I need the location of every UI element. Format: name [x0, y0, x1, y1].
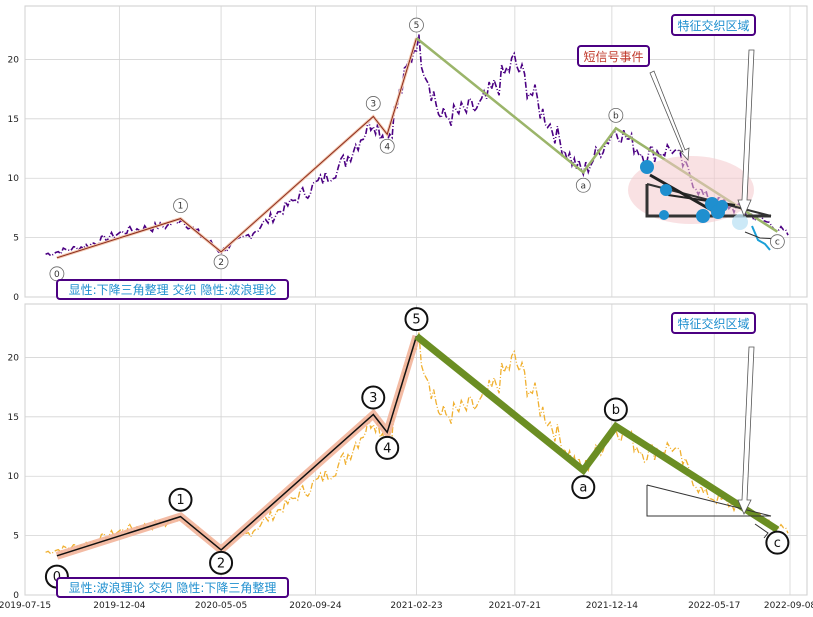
x-tick-label: 2021-12-14 [586, 601, 639, 611]
bottom-wave-label-1: 1 [176, 493, 184, 508]
x-tick-label: 2021-02-23 [390, 601, 442, 611]
top-impulse-wave [56, 37, 417, 259]
bottom-wave-label-3: 3 [369, 391, 377, 406]
bottom-wave-marker [168, 487, 193, 512]
signal-label: 短信号事件 [583, 50, 643, 64]
top-wave-marker [409, 17, 424, 33]
top-wave-label-2: 2 [218, 258, 224, 268]
top-wave-label-a: a [581, 181, 587, 191]
x-tick-label: 2019-12-04 [93, 601, 146, 611]
bottom-wave-marker [765, 530, 790, 555]
top-wave-label-1: 1 [178, 202, 184, 212]
top-wave-marker [379, 138, 395, 154]
signal-marker [640, 160, 654, 174]
top-wave-label-c: c [775, 238, 780, 248]
top-wave-label-0: 0 [54, 270, 60, 280]
bottom-wave-labels: 0 1 2 3 4 5 a b c [44, 307, 790, 589]
bottom-wave-label-a: a [579, 481, 587, 496]
x-tick-label: 2021-07-21 [489, 601, 541, 611]
top-plot-frame [24, 5, 808, 298]
top-caption: 显性:下降三角整理 交织 隐性:波浪理论 [69, 282, 277, 297]
top-ytick-label: 20 [8, 55, 20, 65]
signal-arrow-icon [649, 70, 690, 161]
top-price-line [45, 34, 789, 257]
top-panel: 0 5 10 15 20 0 1 2 3 4 5 a b c 特征交织区域 [8, 5, 808, 303]
top-y-ticks: 0 5 10 15 20 [8, 55, 20, 303]
bottom-wave-label-b: b [612, 403, 620, 418]
bottom-ytick-label: 10 [8, 472, 20, 482]
bottom-feature-box: 特征交织区域 [671, 312, 756, 334]
bottom-wave-marker [375, 435, 400, 460]
bottom-wave-label-c: c [774, 536, 781, 551]
bottom-impulse-wave [56, 335, 418, 557]
bottom-wave-label-2: 2 [217, 556, 225, 571]
bottom-wave-marker [361, 385, 386, 410]
top-feature-box: 特征交织区域 [671, 14, 756, 36]
bottom-y-ticks: 0 5 10 15 20 [8, 353, 20, 601]
top-wave-label-4: 4 [384, 142, 390, 152]
bottom-ytick-label: 5 [13, 532, 19, 542]
top-wave-marker [213, 254, 229, 270]
bottom-triangle-pattern [646, 484, 772, 539]
bottom-feature-arrow-icon [737, 346, 755, 515]
bottom-wave-marker [404, 307, 429, 332]
top-ytick-label: 10 [8, 174, 20, 184]
x-tick-label: 2022-05-17 [688, 601, 740, 611]
top-wave-label-5: 5 [414, 21, 420, 31]
bottom-wave-marker [603, 397, 628, 422]
bottom-wave-label-5: 5 [412, 313, 420, 328]
top-wave-marker [365, 96, 381, 111]
bottom-wave-label-4: 4 [383, 441, 391, 456]
bottom-corrective-wave [414, 333, 780, 533]
bottom-ytick-label: 15 [8, 413, 19, 423]
x-tick-label: 2020-05-05 [195, 601, 247, 611]
x-axis-ticks: 2019-07-15 2019-12-04 2020-05-05 2020-09-24… [0, 601, 813, 611]
top-caption-box: 显性:下降三角整理 交织 隐性:波浪理论 [56, 279, 289, 300]
top-wave-marker [608, 107, 624, 123]
bottom-caption-box: 显性:波浪理论 交织 隐性:下降三角整理 [56, 577, 289, 598]
top-ytick-label: 5 [13, 234, 19, 244]
signal-marker [696, 209, 710, 223]
bottom-ytick-label: 0 [13, 591, 19, 601]
signal-marker [716, 200, 728, 212]
bottom-wave-marker [571, 475, 596, 500]
x-tick-label: 2019-07-15 [0, 601, 51, 611]
bottom-plot-frame [24, 303, 808, 596]
top-ytick-label: 0 [13, 293, 19, 303]
feature-arrow-icon [737, 49, 755, 218]
top-wave-label-3: 3 [370, 99, 376, 109]
x-tick-label: 2020-09-24 [289, 601, 342, 611]
bottom-wave-marker [209, 550, 234, 575]
top-wave-marker [769, 234, 785, 250]
bottom-ytick-label: 20 [8, 353, 20, 363]
bottom-wave-label-0: 0 [53, 570, 61, 585]
x-tick-label: 2022-09-08 [764, 601, 813, 611]
signal-box: 短信号事件 [577, 45, 650, 67]
signal-marker [659, 210, 669, 220]
top-wave-marker [575, 177, 591, 193]
bottom-caption: 显性:波浪理论 交织 隐性:下降三角整理 [69, 580, 277, 595]
top-feature-label: 特征交织区域 [677, 18, 749, 33]
signal-markers [640, 160, 728, 223]
top-wave-label-b: b [613, 111, 619, 121]
top-wave-labels: 0 1 2 3 4 5 a b c [49, 17, 785, 282]
top-ytick-label: 15 [8, 115, 19, 125]
top-wave-marker [173, 198, 188, 214]
signal-marker [660, 184, 672, 196]
bottom-feature-label: 特征交织区域 [677, 316, 749, 331]
